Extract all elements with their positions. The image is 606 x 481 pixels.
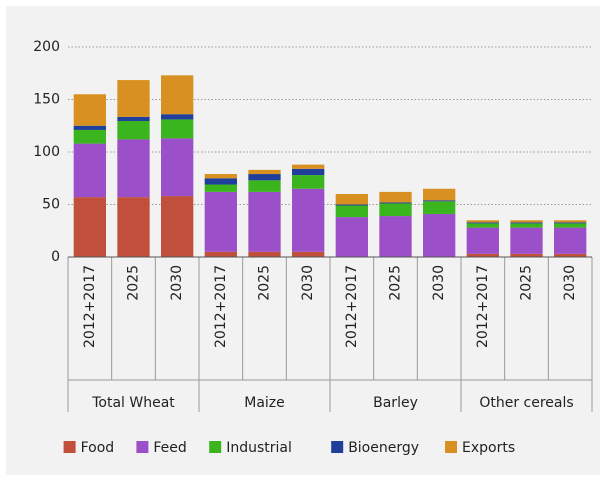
- bar-segment: [423, 200, 456, 202]
- bar-segment: [117, 121, 150, 140]
- bar-segment: [554, 220, 587, 223]
- legend-swatch: [136, 441, 149, 453]
- bar-segment: [161, 196, 194, 257]
- bar-segment: [292, 251, 325, 257]
- bar-segment: [248, 251, 281, 257]
- bar-segment: [466, 227, 499, 254]
- group-label: Other cereals: [479, 395, 573, 411]
- y-tick-label: 150: [33, 92, 60, 108]
- bar-segment: [554, 227, 587, 254]
- y-tick-label: 200: [33, 39, 60, 55]
- bar-segment: [466, 223, 499, 228]
- x-tick-label: 2030: [300, 265, 316, 301]
- bar-segment: [510, 220, 543, 223]
- bar-segment: [379, 191, 412, 203]
- y-tick-label: 0: [51, 249, 60, 265]
- bar-segment: [292, 168, 325, 176]
- bar-segment: [204, 178, 237, 185]
- bar-segment: [117, 116, 150, 122]
- bar-segment: [510, 227, 543, 254]
- y-tick-label: 100: [33, 144, 60, 160]
- bar-segment: [423, 213, 456, 257]
- bar-segment: [335, 204, 368, 206]
- x-tick-label: 2025: [257, 265, 273, 301]
- legend-swatch: [63, 441, 76, 453]
- bar-segment: [248, 180, 281, 192]
- bar-segment: [510, 253, 543, 257]
- y-tick-label: 50: [42, 197, 60, 213]
- bar-segment: [73, 94, 106, 126]
- bar-segment: [554, 223, 587, 228]
- bar-segment: [248, 191, 281, 252]
- x-tick-label: 2030: [169, 265, 185, 301]
- bar-segment: [117, 80, 150, 117]
- legend-swatch: [209, 441, 222, 453]
- x-tick-label: 2025: [388, 265, 404, 301]
- bar-segment: [379, 216, 412, 257]
- bar-segment: [335, 194, 368, 205]
- bar-segment: [379, 203, 412, 217]
- legend-label: Bioenergy: [348, 440, 419, 456]
- bar-segment: [73, 197, 106, 257]
- bar-segment: [248, 174, 281, 181]
- legend-swatch: [445, 441, 457, 453]
- bar-segment: [73, 143, 106, 198]
- x-tick-label: 2012+2017: [213, 265, 229, 348]
- bar-segment: [510, 223, 543, 228]
- bar-segment: [161, 119, 194, 139]
- x-tick-label: 2012+2017: [82, 265, 98, 348]
- bar-segment: [161, 75, 194, 115]
- bar-segment: [423, 188, 456, 201]
- bar-segment: [117, 139, 150, 198]
- bar-segment: [161, 138, 194, 197]
- x-tick-label: 2030: [562, 265, 578, 301]
- group-label: Total Wheat: [91, 395, 175, 411]
- legend-label: Food: [81, 440, 115, 456]
- bar-segment: [423, 201, 456, 214]
- bar-segment: [248, 169, 281, 175]
- bar-segment: [292, 164, 325, 169]
- x-tick-label: 2012+2017: [475, 265, 491, 348]
- legend-label: Industrial: [226, 440, 292, 456]
- legend-swatch: [331, 441, 344, 453]
- bar-segment: [117, 197, 150, 257]
- group-label: Barley: [373, 395, 418, 411]
- x-tick-label: 2025: [519, 265, 535, 301]
- x-tick-label: 2012+2017: [344, 265, 360, 348]
- bar-segment: [161, 114, 194, 120]
- bar-segment: [292, 188, 325, 252]
- bar-segment: [204, 184, 237, 192]
- bar-segment: [335, 205, 368, 218]
- bar-segment: [335, 217, 368, 257]
- bar-segment: [466, 220, 499, 223]
- bar-segment: [379, 202, 412, 204]
- bar-segment: [466, 222, 499, 224]
- legend-label: Exports: [462, 440, 515, 456]
- bar-segment: [204, 251, 237, 257]
- bar-segment: [466, 253, 499, 257]
- group-label: Maize: [244, 395, 285, 411]
- bar-segment: [204, 174, 237, 179]
- x-tick-label: 2030: [431, 265, 447, 301]
- legend-label: Feed: [153, 440, 186, 456]
- bar-segment: [292, 175, 325, 189]
- bar-segment: [510, 222, 543, 224]
- bar-segment: [73, 129, 106, 144]
- bar-segment: [554, 222, 587, 224]
- bar-segment: [204, 191, 237, 252]
- bar-segment: [73, 125, 106, 130]
- bar-segment: [554, 253, 587, 257]
- x-tick-label: 2025: [126, 265, 142, 301]
